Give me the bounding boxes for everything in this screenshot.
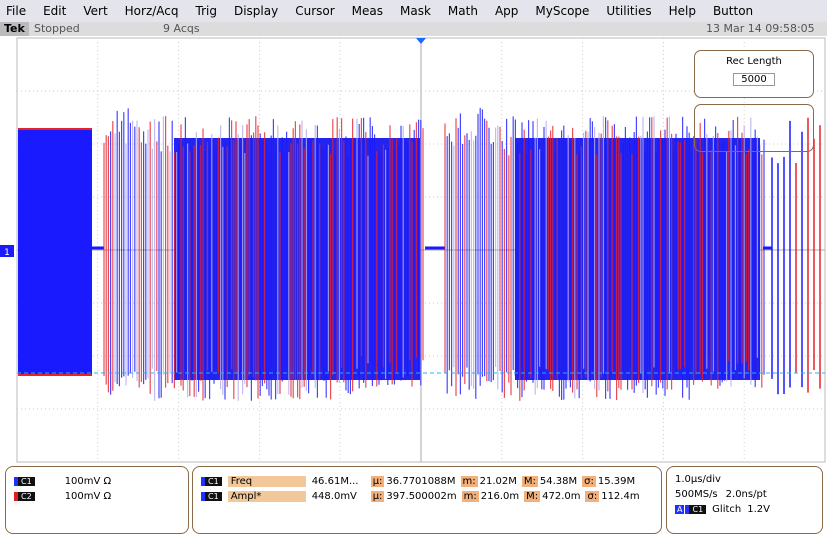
measurement-name: Ampl* xyxy=(227,491,306,502)
graticule: 1 xyxy=(0,37,826,463)
measurement-value: 46.61M... xyxy=(311,476,359,487)
menu-item[interactable]: Display xyxy=(233,4,279,18)
menu-item[interactable]: Help xyxy=(668,4,696,18)
control-box xyxy=(694,104,814,152)
trigger-type: Glitch xyxy=(712,504,742,515)
measurement-badge: C1 xyxy=(201,477,222,486)
stat-key: µ: xyxy=(370,476,385,487)
menu-item[interactable]: Cursor xyxy=(295,4,335,18)
channel-marker-box xyxy=(0,245,14,257)
trigger-channel: C1 xyxy=(685,505,707,514)
measurement-badge: C1 xyxy=(201,492,222,501)
menu-item[interactable]: File xyxy=(6,4,27,18)
time-scale: 1.0µs/div xyxy=(675,474,721,485)
acq-count: 9 Acqs xyxy=(163,22,200,35)
rec-length-box[interactable]: Rec Length 5000 xyxy=(694,50,814,98)
channel-setting: 100mV Ω xyxy=(64,491,112,502)
stat-value: 15.39M xyxy=(597,476,636,487)
menu-item[interactable]: Math xyxy=(447,4,478,18)
resolution: 2.0ns/pt xyxy=(725,489,767,500)
channel-marker: 1 xyxy=(4,248,10,258)
stat-value: 112.4m xyxy=(601,491,640,502)
stat-key: M: xyxy=(524,491,541,502)
stat-value: 21.02M xyxy=(479,476,517,487)
trigger-marker xyxy=(416,38,426,44)
measurement-value: 448.0mV xyxy=(311,491,357,502)
stat-value: 216.0m xyxy=(480,491,520,502)
channel-badge: C1 xyxy=(14,477,35,486)
timebase-panel: 1.0µs/div 500MS/s 2.0ns/pt A C1 Glitch 1.2V xyxy=(666,466,823,534)
stat-key: M: xyxy=(521,476,538,487)
menu-item[interactable]: Meas xyxy=(351,4,383,18)
stat-key: m: xyxy=(461,491,479,502)
rec-length-value[interactable]: 5000 xyxy=(733,73,775,86)
waveform xyxy=(515,138,760,380)
menu-item[interactable]: Vert xyxy=(83,4,108,18)
menu-item[interactable]: Edit xyxy=(43,4,67,18)
menu-bar: File Edit Vert Horz/Acq Trig Display Cursor Mea… xyxy=(0,0,827,22)
menu-item[interactable]: App xyxy=(494,4,519,18)
stat-value: 54.38M xyxy=(539,476,578,487)
measurement-name: Freq xyxy=(227,476,306,487)
channel-setting: 100mV Ω xyxy=(64,476,112,487)
stat-key: m: xyxy=(460,476,478,487)
timestamp: 13 Mar 14 09:58:05 xyxy=(706,22,815,35)
rec-length-label: Rec Length xyxy=(726,56,782,67)
menu-item[interactable]: Button xyxy=(712,4,754,18)
stat-value: 472.0m xyxy=(542,491,581,502)
menu-item[interactable]: Trig xyxy=(195,4,217,18)
channel-badge: C2 xyxy=(14,492,35,501)
stat-key: µ: xyxy=(370,491,385,502)
channel-panel: C1 100mV Ω C2 100mV Ω xyxy=(5,466,189,534)
menu-item[interactable]: Utilities xyxy=(606,4,652,18)
stat-value: 397.500002m xyxy=(386,491,457,502)
acq-state: Stopped xyxy=(34,22,80,35)
status-bar: Tek Stopped 9 Acqs 13 Mar 14 09:58:05 xyxy=(0,22,827,36)
sample-rate: 500MS/s xyxy=(675,489,718,500)
waveform xyxy=(18,130,92,375)
measurement-panel: C1 Freq 46.61M... µ: 36.7701088M m: 21.02M M: 54… xyxy=(192,466,662,534)
trigger-source: A xyxy=(675,505,685,514)
brand: Tek xyxy=(0,22,29,36)
stat-value: 36.7701088M xyxy=(386,476,456,487)
stat-key: σ: xyxy=(582,476,596,487)
measurement-row: C1 Freq 46.61M... µ: 36.7701088M m: 21.02M M: 54… xyxy=(201,475,640,488)
menu-item[interactable]: Horz/Acq xyxy=(124,4,179,18)
trigger-level: 1.2V xyxy=(747,504,770,515)
stat-key: σ: xyxy=(585,491,600,502)
menu-item[interactable]: MyScope xyxy=(535,4,590,18)
measurement-row: C1 Ampl* 448.0mV µ: 397.500002m m: 216.0m M: 472… xyxy=(201,490,645,503)
menu-item[interactable]: Mask xyxy=(400,4,431,18)
